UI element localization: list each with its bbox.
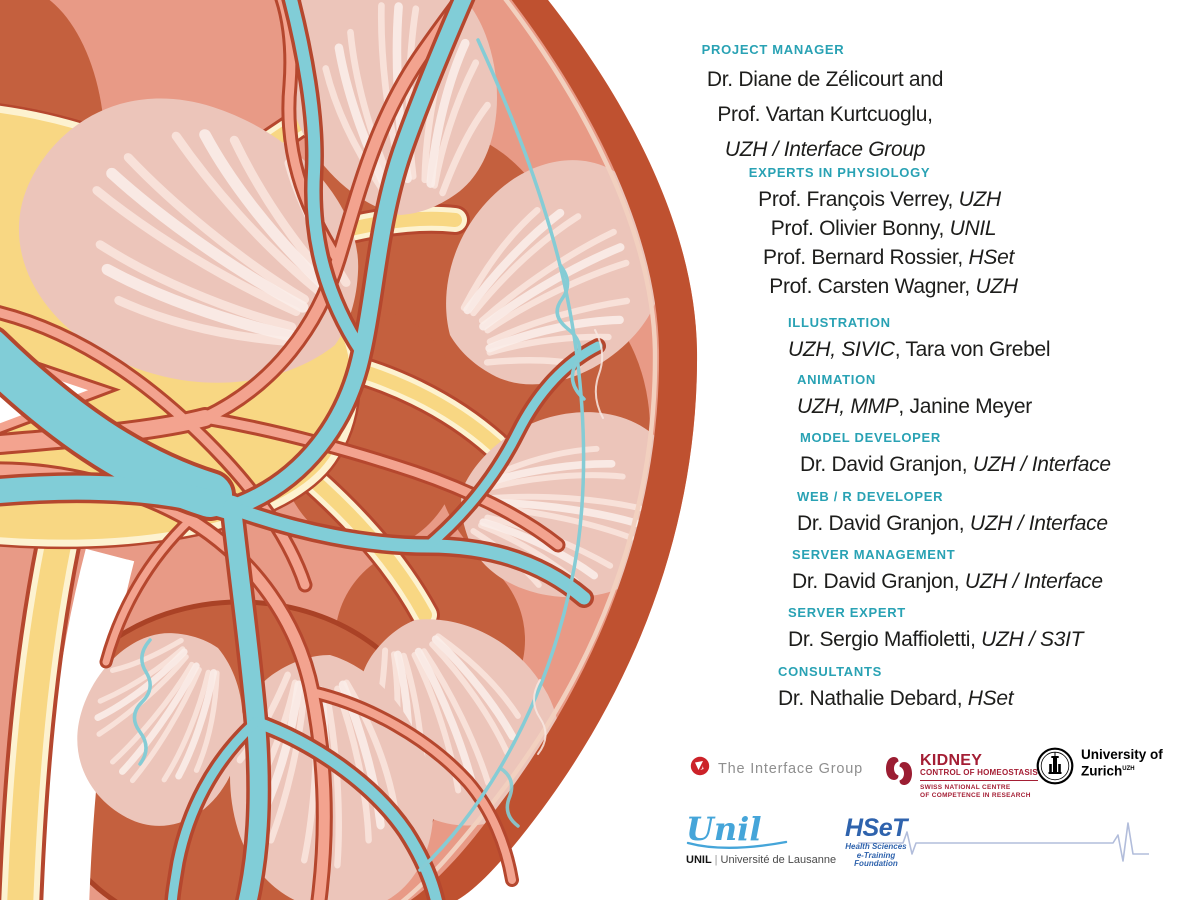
credit-heading: WEB / R DEVELOPER bbox=[797, 489, 944, 504]
interface-group-icon bbox=[690, 756, 710, 781]
credit-heading: SERVER MANAGEMENT bbox=[792, 547, 956, 562]
uzh-logo: University of ZurichUZH bbox=[1036, 747, 1163, 790]
credit-section: EXPERTS IN PHYSIOLOGY Prof. François Verr… bbox=[737, 165, 1022, 301]
credit-line: Prof. Olivier Bonny, UNIL bbox=[770, 217, 997, 240]
credit-heading: ANIMATION bbox=[797, 372, 876, 387]
nccr-kidney-logo: KIDNEY CONTROL OF HOMEOSTASIS SWISS NATI… bbox=[884, 753, 1038, 799]
interface-group-logo: The Interface Group bbox=[690, 756, 863, 781]
uzh-seal-icon bbox=[1036, 747, 1074, 790]
credit-line: Dr. Diane de Zélicourt and bbox=[706, 68, 944, 91]
unil-script-wordmark: Unil bbox=[686, 810, 762, 848]
ecg-line-icon bbox=[858, 822, 1149, 862]
unil-swoosh-icon bbox=[686, 840, 788, 849]
credit-line: Dr. David Granjon, UZH / Interface bbox=[800, 453, 1111, 476]
credit-line: Dr. Sergio Maffioletti, UZH / S3IT bbox=[788, 628, 1084, 651]
credit-section: CONSULTANTS Dr. Nathalie Debard, HSet bbox=[778, 664, 1014, 713]
hset-wordmark: HSeT bbox=[845, 814, 907, 842]
hset-tagline: Health Sciences e-Training Foundation bbox=[845, 842, 907, 869]
credit-heading: CONSULTANTS bbox=[778, 664, 882, 679]
credit-line: Dr. Nathalie Debard, HSet bbox=[778, 687, 1014, 710]
credit-line: UZH, SIVIC, Tara von Grebel bbox=[788, 338, 1051, 361]
ureter bbox=[0, 522, 81, 900]
credit-line: Prof. Vartan Kurtcuoglu, bbox=[717, 103, 933, 126]
kidney-logo-title: KIDNEY bbox=[920, 752, 983, 769]
credit-line: UZH, MMP, Janine Meyer bbox=[797, 395, 1032, 418]
credit-section: PROJECT MANAGER Dr. Diane de Zélicourt an… bbox=[645, 42, 1005, 167]
kidney-logo-subtitle: CONTROL OF HOMEOSTASIS bbox=[920, 768, 1038, 781]
credit-line: Prof. François Verrey, UZH bbox=[758, 188, 1001, 211]
credit-line: Dr. David Granjon, UZH / Interface bbox=[797, 512, 1108, 535]
credit-line: Prof. Bernard Rossier, HSet bbox=[762, 246, 1015, 269]
credit-section: SERVER MANAGEMENT Dr. David Granjon, UZH … bbox=[792, 547, 1103, 596]
credit-section: SERVER EXPERT Dr. Sergio Maffioletti, UZH… bbox=[788, 605, 1083, 654]
credit-heading: SERVER EXPERT bbox=[788, 605, 906, 620]
unil-logo: Unil UNIL | Université de Lausanne bbox=[686, 810, 836, 866]
credit-heading: EXPERTS IN PHYSIOLOGY bbox=[748, 165, 931, 180]
credit-heading: PROJECT MANAGER bbox=[701, 42, 845, 57]
unil-tagline: UNIL | Université de Lausanne bbox=[686, 854, 836, 866]
kidney-logo-tagline-1: SWISS NATIONAL CENTRE bbox=[920, 784, 1011, 791]
credit-line: UZH / Interface Group bbox=[724, 138, 926, 161]
ureter-gap bbox=[39, 548, 135, 900]
vein-tree bbox=[0, 0, 606, 900]
uzh-logo-text: University of ZurichUZH bbox=[1081, 747, 1163, 779]
uzh-logo-line1: University of bbox=[1081, 747, 1163, 762]
hset-logo: HSeT Health Sciences e-Training Foundati… bbox=[845, 814, 907, 869]
hset-tagline-3: Foundation bbox=[854, 859, 898, 868]
capillary-vessels bbox=[132, 38, 586, 872]
kidney-logo-text: KIDNEY CONTROL OF HOMEOSTASIS SWISS NATI… bbox=[920, 753, 1038, 799]
credit-section: WEB / R DEVELOPER Dr. David Granjon, UZH … bbox=[797, 489, 1108, 538]
uzh-logo-line2: ZurichUZH bbox=[1081, 763, 1135, 779]
interface-group-label: The Interface Group bbox=[718, 760, 863, 777]
unil-tagline-text: Université de Lausanne bbox=[720, 854, 837, 866]
credit-heading: MODEL DEVELOPER bbox=[800, 430, 942, 445]
unil-tagline-bold: UNIL bbox=[686, 854, 712, 866]
credit-section: MODEL DEVELOPER Dr. David Granjon, UZH / … bbox=[800, 430, 1111, 479]
unil-tagline-separator: | bbox=[714, 854, 718, 866]
kidney-capsule bbox=[400, 0, 698, 900]
credit-heading: ILLUSTRATION bbox=[788, 315, 891, 330]
credit-line: Prof. Carsten Wagner, UZH bbox=[769, 275, 1018, 298]
uzh-logo-sup: UZH bbox=[1122, 766, 1135, 772]
kidney-beans-icon bbox=[884, 753, 914, 796]
credit-section: ANIMATION UZH, MMP, Janine Meyer bbox=[797, 372, 1032, 421]
credit-line: Dr. David Granjon, UZH / Interface bbox=[792, 570, 1103, 593]
hset-tagline-2: e-Training bbox=[856, 850, 896, 860]
capillary-highlights bbox=[533, 329, 604, 755]
credit-section: ILLUSTRATION UZH, SIVIC, Tara von Grebel bbox=[788, 315, 1051, 364]
kidney-logo-tagline-2: OF COMPETENCE IN RESEARCH bbox=[920, 791, 1031, 799]
hset-tagline-1: Health Sciences bbox=[845, 842, 907, 851]
